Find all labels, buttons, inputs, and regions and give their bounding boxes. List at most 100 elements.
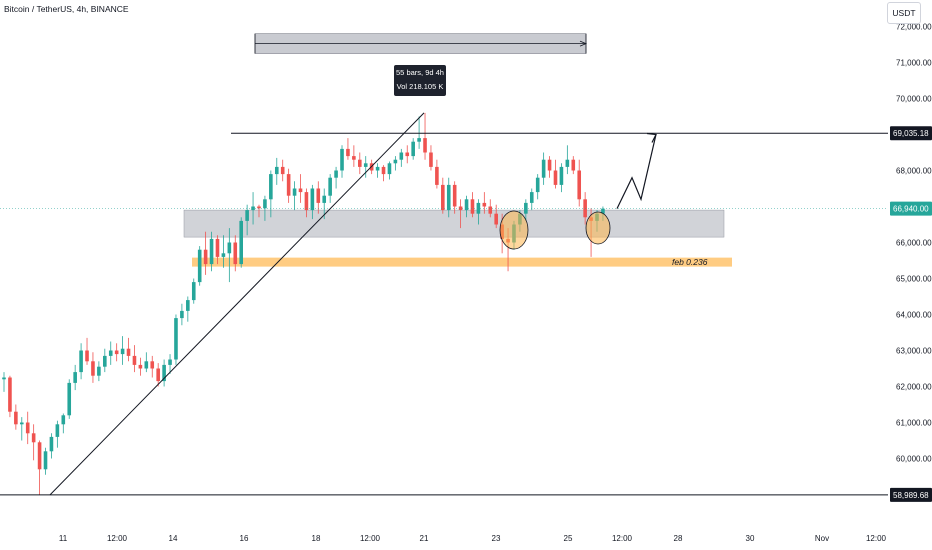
candle-body bbox=[103, 355, 107, 367]
price-label: 58,989.68 bbox=[893, 491, 929, 500]
candle bbox=[346, 138, 350, 160]
candle-body bbox=[73, 372, 77, 383]
candle-body bbox=[191, 282, 196, 301]
price-label: 69,035.18 bbox=[893, 129, 929, 138]
candle bbox=[322, 188, 327, 220]
candle-body bbox=[168, 359, 172, 365]
candle-body bbox=[541, 159, 546, 178]
candle-body bbox=[553, 170, 558, 185]
candle bbox=[114, 343, 119, 362]
projection-path bbox=[616, 134, 657, 209]
measure-volume-label: Vol 218.105 K bbox=[396, 82, 444, 91]
candle bbox=[363, 156, 368, 178]
candle-body bbox=[186, 300, 190, 311]
candle-body bbox=[310, 188, 315, 211]
candle-body bbox=[328, 177, 332, 196]
trendline bbox=[49, 112, 425, 496]
price-label-bg bbox=[890, 126, 932, 141]
axis-layer: 60,000.00 61,000.00 62,000.00 63,000.00 64,0… bbox=[59, 0, 932, 550]
candle-body bbox=[547, 159, 552, 171]
candle bbox=[73, 364, 77, 391]
candle-body bbox=[565, 159, 570, 167]
candle bbox=[168, 354, 172, 374]
currency-selector[interactable]: USDT bbox=[887, 2, 921, 24]
candle bbox=[144, 352, 149, 373]
x-tick-label: 12:00 bbox=[866, 534, 887, 543]
fib-zone bbox=[192, 257, 732, 267]
candle-body bbox=[559, 166, 564, 185]
candle-body bbox=[482, 202, 487, 207]
candle bbox=[239, 217, 243, 268]
candle bbox=[292, 181, 297, 211]
candle bbox=[441, 177, 445, 214]
candle-body bbox=[429, 152, 433, 167]
x-tick-label: 12:00 bbox=[612, 534, 633, 543]
candle bbox=[529, 188, 534, 211]
candle bbox=[251, 192, 255, 225]
candle bbox=[156, 363, 160, 387]
candle bbox=[31, 424, 36, 461]
candle-body bbox=[79, 350, 83, 373]
candle-body bbox=[304, 192, 309, 211]
candle-body bbox=[583, 199, 587, 218]
candle bbox=[393, 156, 398, 171]
candle bbox=[162, 359, 166, 387]
candle-body bbox=[203, 249, 208, 265]
candle-body bbox=[381, 166, 386, 175]
candle bbox=[227, 228, 232, 283]
candle-body bbox=[411, 141, 415, 157]
candle bbox=[37, 440, 42, 495]
candle-body bbox=[446, 184, 451, 211]
x-tick-label: 14 bbox=[169, 534, 178, 543]
candle bbox=[61, 413, 66, 434]
candle-body bbox=[571, 159, 576, 171]
y-tick-label: 62,000.00 bbox=[896, 383, 932, 392]
candle-body bbox=[352, 156, 356, 160]
candle bbox=[405, 145, 410, 164]
candle-body bbox=[61, 415, 66, 425]
projection-arrowhead bbox=[646, 132, 657, 143]
candle-body bbox=[25, 422, 30, 434]
fib-level-label: feb 0.236 bbox=[672, 257, 708, 267]
candle-body bbox=[19, 422, 24, 425]
candle-body bbox=[476, 202, 481, 214]
candle-body bbox=[180, 310, 184, 319]
candle-body bbox=[464, 199, 469, 211]
candle bbox=[524, 199, 528, 221]
candle-body bbox=[197, 249, 202, 283]
candle bbox=[150, 355, 155, 378]
price-label-bg bbox=[890, 487, 932, 502]
highlight-circle bbox=[585, 211, 611, 245]
candle bbox=[387, 161, 392, 180]
candle-body bbox=[280, 166, 285, 175]
candle bbox=[91, 352, 95, 383]
y-tick-label: 61,000.00 bbox=[896, 419, 932, 428]
candle-body bbox=[156, 368, 160, 382]
y-tick-label: 64,000.00 bbox=[896, 311, 932, 320]
candle bbox=[316, 181, 321, 214]
candle-body bbox=[375, 166, 380, 171]
candle bbox=[328, 174, 332, 203]
symbol-title: Bitcoin / TetherUS, 4h, BINANCE bbox=[4, 4, 129, 14]
candle bbox=[458, 199, 463, 229]
support-zone bbox=[183, 209, 725, 238]
candle bbox=[470, 192, 475, 218]
candle-body bbox=[85, 350, 89, 362]
candle-body bbox=[322, 195, 327, 203]
candle bbox=[310, 184, 315, 220]
candle-body bbox=[399, 152, 404, 160]
candle-body bbox=[209, 238, 214, 265]
candle-body bbox=[488, 206, 493, 214]
x-tick-label: 25 bbox=[564, 534, 573, 543]
candle bbox=[417, 116, 421, 149]
candle bbox=[286, 168, 291, 203]
drawings-layer bbox=[0, 112, 888, 496]
candle bbox=[186, 296, 190, 322]
candle bbox=[19, 417, 24, 441]
candle-body bbox=[269, 174, 273, 200]
candle bbox=[79, 343, 83, 380]
candle bbox=[340, 145, 344, 178]
candle bbox=[381, 165, 386, 182]
candle-body bbox=[8, 377, 12, 412]
